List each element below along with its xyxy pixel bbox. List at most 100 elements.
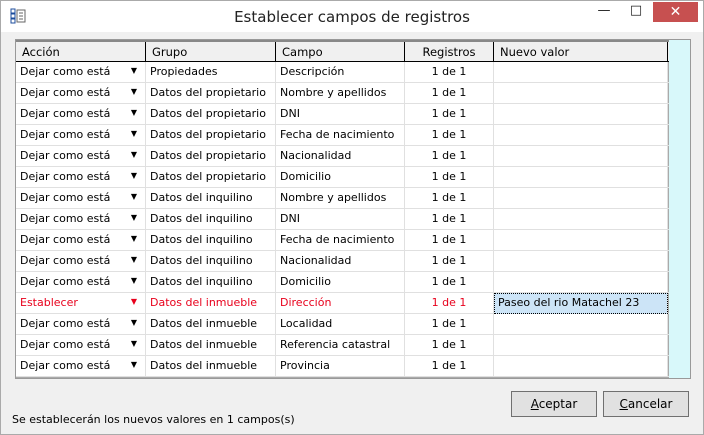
table-row[interactable]: Dejar como está ▼ Datos del inmueble Provin… xyxy=(16,356,669,377)
table-row[interactable]: Dejar como está ▼ Datos del inquilino Fecha… xyxy=(16,230,669,251)
new-value-cell[interactable] xyxy=(494,167,668,188)
new-value-cell[interactable] xyxy=(494,209,668,230)
field-cell: Localidad xyxy=(276,314,405,335)
column-header-accion[interactable]: Acción xyxy=(16,42,146,61)
action-value: Dejar como está xyxy=(20,275,111,288)
field-cell: DNI xyxy=(276,104,405,125)
action-dropdown[interactable]: Dejar como está ▼ xyxy=(16,314,146,335)
new-value-cell[interactable] xyxy=(494,125,668,146)
records-cell: 1 de 1 xyxy=(405,251,494,272)
dropdown-arrow-icon[interactable]: ▼ xyxy=(130,234,137,243)
table-row[interactable]: Dejar como está ▼ Propiedades Descripción 1 … xyxy=(16,62,669,83)
new-value-cell[interactable]: Paseo del rio Matachel 23 xyxy=(494,293,668,314)
field-cell: Descripción xyxy=(276,62,405,83)
action-value: Dejar como está xyxy=(20,317,111,330)
records-cell: 1 de 1 xyxy=(405,230,494,251)
action-value: Dejar como está xyxy=(20,338,111,351)
action-dropdown[interactable]: Dejar como está ▼ xyxy=(16,167,146,188)
table-row[interactable]: Dejar como está ▼ Datos del inquilino Domic… xyxy=(16,272,669,293)
table-row[interactable]: Dejar como está ▼ Datos del inquilino DNI 1 … xyxy=(16,209,669,230)
action-value: Dejar como está xyxy=(20,359,111,372)
column-header-registros[interactable]: Registros xyxy=(405,42,494,61)
new-value-cell[interactable] xyxy=(494,83,668,104)
new-value-cell[interactable] xyxy=(494,314,668,335)
dropdown-arrow-icon[interactable]: ▼ xyxy=(130,87,137,96)
table-row[interactable]: Dejar como está ▼ Datos del propietario Nac… xyxy=(16,146,669,167)
action-dropdown[interactable]: Dejar como está ▼ xyxy=(16,62,146,83)
new-value-cell[interactable] xyxy=(494,104,668,125)
field-cell: Dirección xyxy=(276,293,405,314)
cancel-button[interactable]: Cancelar xyxy=(603,391,689,417)
minimize-button[interactable]: — xyxy=(597,3,611,18)
dropdown-arrow-icon[interactable]: ▼ xyxy=(130,339,137,348)
maximize-button[interactable]: □ xyxy=(629,3,643,18)
records-cell: 1 de 1 xyxy=(405,293,494,314)
records-cell: 1 de 1 xyxy=(405,104,494,125)
group-cell: Datos del propietario xyxy=(146,167,276,188)
table-row[interactable]: Dejar como está ▼ Datos del inquilino Nombr… xyxy=(16,188,669,209)
table-row[interactable]: Dejar como está ▼ Datos del inquilino Nacio… xyxy=(16,251,669,272)
column-header-nuevo-valor[interactable]: Nuevo valor xyxy=(494,42,668,61)
action-dropdown[interactable]: Dejar como está ▼ xyxy=(16,146,146,167)
action-dropdown[interactable]: Dejar como está ▼ xyxy=(16,188,146,209)
new-value-cell[interactable] xyxy=(494,335,668,356)
table-row[interactable]: Dejar como está ▼ Datos del propietario DNI… xyxy=(16,104,669,125)
dropdown-arrow-icon[interactable]: ▼ xyxy=(130,360,137,369)
new-value-cell[interactable] xyxy=(494,146,668,167)
group-cell: Datos del inquilino xyxy=(146,209,276,230)
action-value: Dejar como está xyxy=(20,233,111,246)
dropdown-arrow-icon[interactable]: ▼ xyxy=(130,108,137,117)
accept-button[interactable]: Aceptar xyxy=(511,391,597,417)
action-dropdown[interactable]: Establecer ▼ xyxy=(16,293,146,314)
dropdown-arrow-icon[interactable]: ▼ xyxy=(130,276,137,285)
dropdown-arrow-icon[interactable]: ▼ xyxy=(130,150,137,159)
dropdown-arrow-icon[interactable]: ▼ xyxy=(130,255,137,264)
group-cell: Datos del inquilino xyxy=(146,272,276,293)
dropdown-arrow-icon[interactable]: ▼ xyxy=(130,297,137,306)
action-dropdown[interactable]: Dejar como está ▼ xyxy=(16,230,146,251)
action-dropdown[interactable]: Dejar como está ▼ xyxy=(16,125,146,146)
dropdown-arrow-icon[interactable]: ▼ xyxy=(130,192,137,201)
dropdown-arrow-icon[interactable]: ▼ xyxy=(130,129,137,138)
dropdown-arrow-icon[interactable]: ▼ xyxy=(130,171,137,180)
new-value-cell[interactable] xyxy=(494,62,668,83)
new-value-cell[interactable] xyxy=(494,272,668,293)
table-row[interactable]: Establecer ▼ Datos del inmueble Dirección 1 … xyxy=(16,293,669,314)
group-cell: Datos del propietario xyxy=(146,104,276,125)
action-dropdown[interactable]: Dejar como está ▼ xyxy=(16,335,146,356)
dropdown-arrow-icon[interactable]: ▼ xyxy=(130,318,137,327)
close-button[interactable]: ✕ xyxy=(653,2,698,22)
action-value: Dejar como está xyxy=(20,212,111,225)
field-cell: Nombre y apellidos xyxy=(276,188,405,209)
field-cell: DNI xyxy=(276,209,405,230)
new-value-cell[interactable] xyxy=(494,251,668,272)
action-dropdown[interactable]: Dejar como está ▼ xyxy=(16,356,146,377)
action-dropdown[interactable]: Dejar como está ▼ xyxy=(16,104,146,125)
action-dropdown[interactable]: Dejar como está ▼ xyxy=(16,251,146,272)
status-text: Se establecerán los nuevos valores en 1 … xyxy=(12,413,295,426)
action-value: Dejar como está xyxy=(20,191,111,204)
action-dropdown[interactable]: Dejar como está ▼ xyxy=(16,83,146,104)
records-cell: 1 de 1 xyxy=(405,146,494,167)
records-cell: 1 de 1 xyxy=(405,314,494,335)
action-dropdown[interactable]: Dejar como está ▼ xyxy=(16,209,146,230)
dropdown-arrow-icon[interactable]: ▼ xyxy=(130,66,137,75)
table-row[interactable]: Dejar como está ▼ Datos del propietario Fec… xyxy=(16,125,669,146)
field-cell: Provincia xyxy=(276,356,405,377)
action-value: Dejar como está xyxy=(20,170,111,183)
column-header-campo[interactable]: Campo xyxy=(276,42,405,61)
new-value-cell[interactable] xyxy=(494,188,668,209)
new-value-cell[interactable] xyxy=(494,230,668,251)
dropdown-arrow-icon[interactable]: ▼ xyxy=(130,213,137,222)
field-cell: Fecha de nacimiento xyxy=(276,125,405,146)
table-row[interactable]: Dejar como está ▼ Datos del inmueble Locali… xyxy=(16,314,669,335)
field-cell: Nacionalidad xyxy=(276,146,405,167)
action-dropdown[interactable]: Dejar como está ▼ xyxy=(16,272,146,293)
table-row[interactable]: Dejar como está ▼ Datos del inmueble Refere… xyxy=(16,335,669,356)
column-header-grupo[interactable]: Grupo xyxy=(146,42,276,61)
table-row[interactable]: Dejar como está ▼ Datos del propietario Nom… xyxy=(16,83,669,104)
table-row[interactable]: Dejar como está ▼ Datos del propietario Dom… xyxy=(16,167,669,188)
action-value: Dejar como está xyxy=(20,65,111,78)
new-value-cell[interactable] xyxy=(494,356,668,377)
